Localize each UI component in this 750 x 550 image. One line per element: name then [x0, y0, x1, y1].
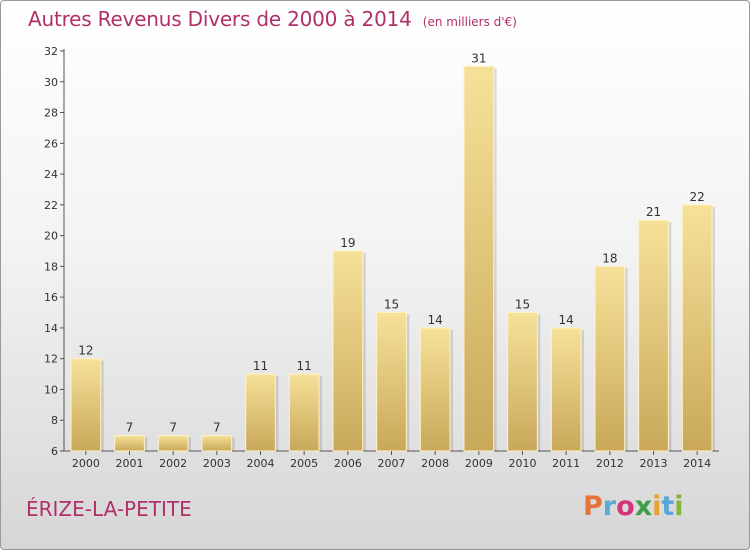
- y-tick-label: 28: [44, 107, 58, 120]
- y-tick-label: 6: [51, 445, 58, 458]
- logo-letter: i: [652, 491, 662, 522]
- bar: [70, 358, 102, 452]
- y-tick-label: 24: [44, 168, 58, 181]
- y-tick-label: 8: [51, 414, 58, 427]
- y-tick-label: 18: [44, 260, 58, 273]
- chart-subtitle: (en milliers d'€): [422, 15, 517, 29]
- data-label: 19: [340, 236, 355, 250]
- y-tick-label: 22: [44, 199, 58, 212]
- bar: [245, 373, 276, 452]
- y-tick-label: 10: [44, 383, 58, 396]
- bar: [114, 435, 145, 452]
- bar: [157, 435, 189, 452]
- data-label: 7: [213, 421, 221, 435]
- logo-letter: o: [616, 491, 635, 522]
- bar: [681, 204, 713, 452]
- data-label: 11: [253, 359, 268, 373]
- x-tick-label: 2011: [552, 457, 580, 470]
- y-tick-label: 12: [44, 353, 58, 366]
- x-tick-label: 2008: [421, 457, 449, 470]
- y-tick-label: 16: [44, 291, 58, 304]
- chart-title: Autres Revenus Divers de 2000 à 2014: [28, 7, 412, 31]
- x-tick-label: 2004: [247, 457, 275, 470]
- logo-letter: x: [634, 491, 653, 522]
- data-label: 14: [428, 313, 443, 327]
- x-tick-label: 2014: [683, 457, 711, 470]
- y-tick-label: 32: [44, 45, 58, 58]
- x-tick-label: 2007: [378, 457, 406, 470]
- data-label: 14: [559, 313, 574, 327]
- y-tick-label: 14: [44, 322, 58, 335]
- place-name: ÉRIZE-LA-PETITE: [26, 497, 192, 521]
- bar: [463, 65, 495, 452]
- logo-letter: i: [674, 491, 684, 522]
- data-label: 22: [690, 190, 705, 204]
- bar: [594, 265, 626, 452]
- x-tick-label: 2002: [159, 457, 187, 470]
- x-tick-label: 2009: [465, 457, 493, 470]
- logo-letter: t: [661, 491, 675, 522]
- data-label: 11: [297, 359, 312, 373]
- bar: [419, 327, 451, 452]
- data-label: 18: [602, 251, 617, 265]
- bar: [507, 312, 538, 452]
- bar: [376, 312, 407, 452]
- x-tick-label: 2010: [509, 457, 537, 470]
- x-tick-label: 2013: [640, 457, 668, 470]
- data-label: 7: [169, 421, 177, 435]
- x-tick-label: 2012: [596, 457, 624, 470]
- bar: [550, 327, 582, 452]
- data-label: 15: [515, 298, 530, 312]
- y-tick-label: 20: [44, 230, 58, 243]
- data-label: 12: [78, 344, 93, 358]
- x-tick-label: 2006: [334, 457, 362, 470]
- bar: [638, 219, 669, 452]
- x-tick-label: 2001: [116, 457, 144, 470]
- y-tick-label: 26: [44, 137, 58, 150]
- logo-letter: P: [583, 491, 603, 522]
- data-label: 7: [126, 421, 134, 435]
- proxiti-logo[interactable]: Proxiti: [583, 491, 684, 522]
- x-tick-label: 2005: [290, 457, 318, 470]
- data-label: 21: [646, 205, 661, 219]
- bar: [332, 250, 364, 452]
- data-label: 15: [384, 298, 399, 312]
- x-tick-label: 2003: [203, 457, 231, 470]
- bar: [288, 373, 320, 452]
- x-tick-label: 2000: [72, 457, 100, 470]
- title-block: Autres Revenus Divers de 2000 à 2014 (en…: [28, 7, 517, 31]
- bar: [201, 435, 233, 452]
- logo-letter: r: [602, 491, 617, 522]
- y-tick-label: 30: [44, 76, 58, 89]
- data-label: 31: [471, 51, 486, 65]
